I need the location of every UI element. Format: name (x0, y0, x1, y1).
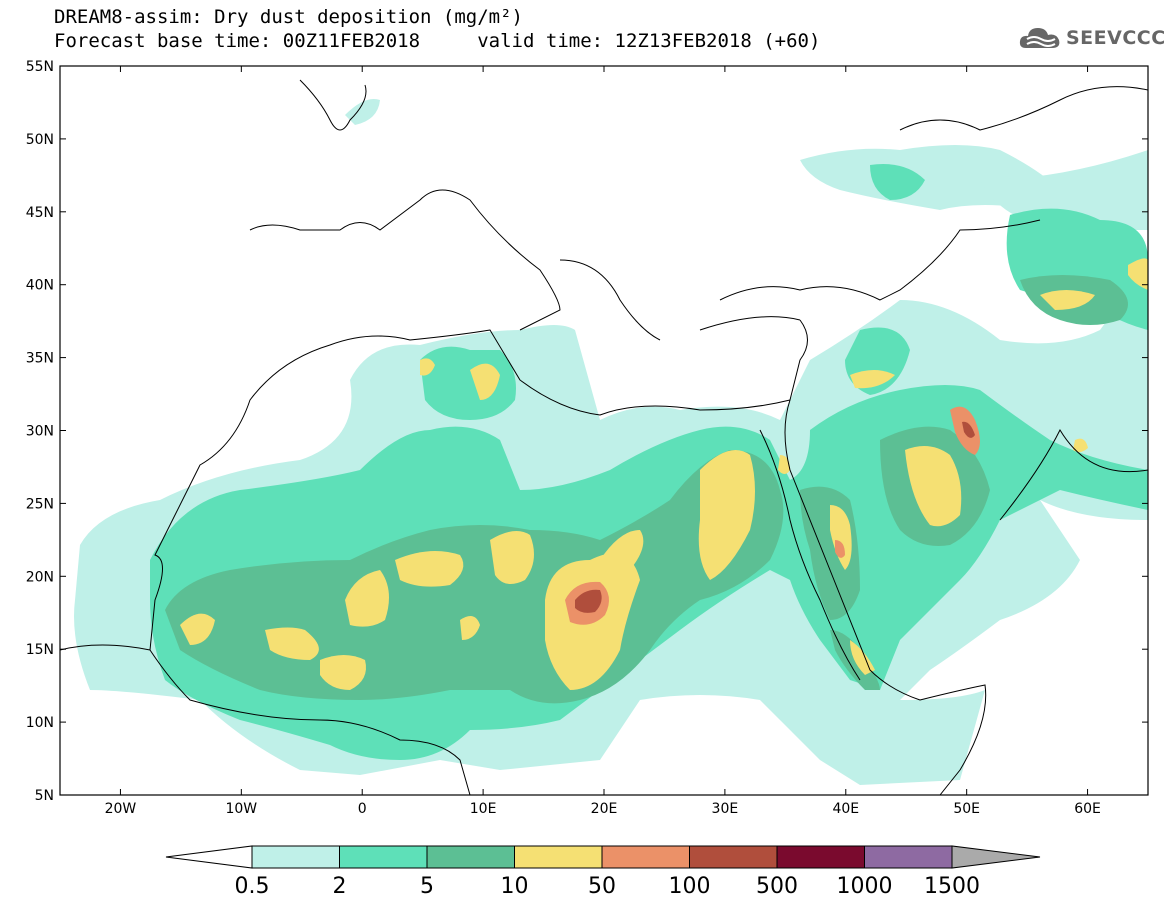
lat-label: 30N (26, 424, 54, 440)
lon-label: 50E (953, 801, 980, 817)
colorbar-swatch (864, 845, 953, 869)
lat-label: 25N (26, 496, 54, 512)
colorbar: 0.5 2 5 10 50 100 500 1000 1500 (165, 845, 1041, 899)
cloud-icon (1019, 28, 1060, 48)
lat-label: 40N (26, 278, 54, 294)
lon-label: 40E (832, 801, 859, 817)
lon-label: 10E (470, 801, 497, 817)
colorbar-label: 0.5 (235, 874, 270, 899)
lat-label: 15N (26, 642, 54, 658)
deposition-level-100 (575, 421, 975, 613)
map-title: DREAM8-assim: Dry dust deposition (mg/m²… (54, 6, 523, 28)
lat-label: 5N (35, 788, 54, 804)
lon-label: 60E (1074, 801, 1101, 817)
coastlines (60, 79, 1148, 795)
longitude-axis: 20W 10W 0 10E 20E 30E 40E 50E 60E (105, 66, 1101, 817)
colorbar-swatch (251, 845, 340, 869)
lon-label: 20W (105, 801, 137, 817)
colorbar-swatch (601, 845, 690, 869)
colorbar-swatch (426, 845, 515, 869)
lat-label: 45N (26, 205, 54, 221)
lon-label: 30E (712, 801, 739, 817)
colorbar-label: 5 (420, 874, 434, 899)
seevccc-logo: SEEVCCC (1018, 24, 1165, 52)
lon-label: 10W (225, 801, 257, 817)
lat-label: 20N (26, 569, 54, 585)
colorbar-label: 100 (669, 874, 711, 899)
latitude-axis: 55N 50N 45N 40N 35N 30N 25N 20N 15N 10N 5N (26, 59, 1148, 804)
colorbar-label: 2 (333, 874, 347, 899)
forecast-time-subtitle: Forecast base time: 00Z11FEB2018 valid t… (54, 30, 821, 52)
lat-label: 10N (26, 715, 54, 731)
lat-label: 50N (26, 132, 54, 148)
colorbar-over-arrow (951, 845, 1041, 869)
deposition-field (74, 99, 1148, 785)
lon-label: 0 (358, 801, 367, 817)
colorbar-swatch (776, 845, 865, 869)
colorbar-swatch (339, 845, 428, 869)
colorbar-swatch (689, 845, 778, 869)
colorbar-label: 50 (588, 874, 616, 899)
lat-label: 55N (26, 59, 54, 75)
colorbar-label: 1000 (837, 874, 893, 899)
colorbar-label: 10 (501, 874, 529, 899)
colorbar-under-arrow (165, 845, 253, 869)
logo-text: SEEVCCC (1066, 27, 1165, 49)
colorbar-swatch (514, 845, 603, 869)
colorbar-label: 500 (756, 874, 798, 899)
colorbar-label: 1500 (924, 874, 980, 899)
lat-label: 35N (26, 351, 54, 367)
lon-label: 20E (591, 801, 618, 817)
